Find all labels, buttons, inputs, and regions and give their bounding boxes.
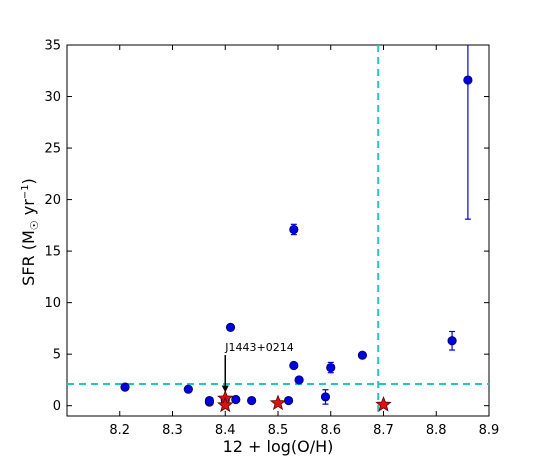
annotation-arrow-head [221, 385, 229, 393]
y-tick-label: 15 [44, 245, 61, 260]
y-axis-title-close: ) [19, 178, 38, 184]
data-point-star [375, 396, 392, 412]
y-axis-title-sup: −1 [20, 184, 31, 199]
x-tick-label: 8.3 [162, 423, 183, 438]
x-tick-label: 8.9 [479, 423, 500, 438]
annotation-group: J1443+0214 [221, 341, 294, 393]
data-point-circle [231, 394, 241, 405]
data-point-circle [294, 375, 304, 385]
data-point-circle [447, 336, 457, 346]
data-point-circle [463, 75, 473, 85]
star-points [217, 389, 392, 413]
x-tick-label: 8.5 [268, 423, 289, 438]
x-axis-ticks: 8.2 8.3 8.4 8.5 8.6 8.7 8.8 8.9 [109, 45, 499, 438]
data-point-circle [357, 350, 367, 360]
data-point-star [269, 394, 287, 411]
x-tick-label: 8.7 [373, 423, 394, 438]
error-bars [290, 45, 471, 405]
reference-lines [67, 45, 489, 416]
y-tick-label: 10 [44, 296, 61, 311]
x-tick-label: 8.4 [215, 423, 236, 438]
y-tick-label: 30 [44, 90, 61, 105]
plot-area [66, 44, 490, 417]
data-point-circle [289, 360, 299, 371]
data-point-circle [120, 382, 130, 392]
data-point-circle [247, 395, 257, 406]
data-point-circle [289, 224, 299, 235]
y-axis-title-unit: yr [19, 199, 38, 221]
y-axis-title: SFR (M☉ yr−1) [19, 178, 41, 286]
y-axis-ticks: 0 5 10 15 20 25 30 35 [44, 39, 489, 414]
y-axis-title-main: SFR (M [19, 230, 38, 286]
y-tick-label: 0 [53, 399, 61, 414]
y-tick-label: 25 [44, 142, 61, 157]
x-tick-label: 8.6 [320, 423, 341, 438]
y-tick-label: 35 [44, 39, 61, 54]
y-tick-label: 20 [44, 193, 61, 208]
data-point-star [217, 396, 234, 413]
data-point-circle [320, 392, 331, 402]
annotation-label: J1443+0214 [224, 341, 293, 354]
x-axis-title: 12 + log(O/H) [223, 437, 334, 456]
data-point-circle [326, 362, 336, 373]
x-tick-label: 8.8 [426, 423, 447, 438]
data-point-circle [225, 322, 236, 332]
data-point-circle [204, 395, 215, 406]
data-point-circle [183, 384, 193, 394]
y-axis-title-sub: ☉ [28, 220, 41, 230]
y-tick-label: 5 [53, 348, 61, 363]
x-tick-label: 8.2 [109, 423, 130, 438]
